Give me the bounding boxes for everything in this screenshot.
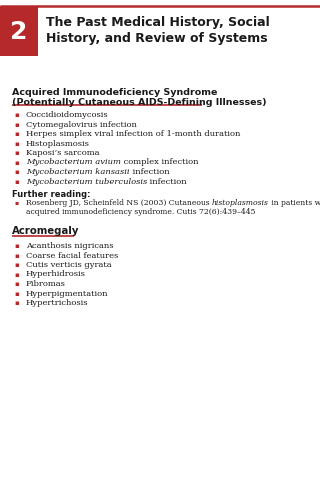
Text: Histoplasmosis: Histoplasmosis [26,139,90,148]
Text: ▪: ▪ [15,300,20,306]
Text: Acromegaly: Acromegaly [12,226,79,236]
Text: Hyperhidrosis: Hyperhidrosis [26,271,86,278]
Text: ▪: ▪ [15,160,20,166]
Text: History, and Review of Systems: History, and Review of Systems [46,32,268,45]
Text: Fibromas: Fibromas [26,280,66,288]
Text: Mycobacterium tuberculosis: Mycobacterium tuberculosis [26,178,147,185]
Text: complex infection: complex infection [121,159,198,167]
Text: Acanthosis nigricans: Acanthosis nigricans [26,242,114,250]
Text: ▪: ▪ [15,281,20,287]
Text: infection: infection [147,178,187,185]
Text: ▪: ▪ [15,141,20,147]
Text: Coccidioidomycosis: Coccidioidomycosis [26,111,108,119]
Text: ▪: ▪ [15,169,20,175]
Text: ▪: ▪ [15,112,20,118]
Text: ▪: ▪ [15,200,19,205]
Text: ▪: ▪ [15,262,20,268]
Text: (Potentially Cutaneous AIDS-Defining Illnesses): (Potentially Cutaneous AIDS-Defining Ill… [12,98,267,107]
Text: ▪: ▪ [15,253,20,259]
Text: Acquired Immunodeficiency Syndrome: Acquired Immunodeficiency Syndrome [12,88,217,97]
Text: acquired immunodeficiency syndrome. Cutis 72(6):439–445: acquired immunodeficiency syndrome. Cuti… [26,207,255,216]
Text: Mycobacterium kansasii: Mycobacterium kansasii [26,168,130,176]
Text: Hyperpigmentation: Hyperpigmentation [26,289,108,297]
Text: Kaposi’s sarcoma: Kaposi’s sarcoma [26,149,100,157]
Text: ▪: ▪ [15,150,20,156]
Text: ▪: ▪ [15,179,20,185]
Text: Further reading:: Further reading: [12,190,91,199]
Text: Cutis verticis gyrata: Cutis verticis gyrata [26,261,112,269]
Text: ▪: ▪ [15,272,20,278]
Text: 2: 2 [10,20,28,44]
Text: Coarse facial features: Coarse facial features [26,251,118,260]
Text: Hypertrichosis: Hypertrichosis [26,299,89,307]
Text: histoplasmosis: histoplasmosis [212,199,269,207]
Text: in patients with: in patients with [269,199,320,207]
FancyBboxPatch shape [0,6,38,56]
Text: Herpes simplex viral infection of 1-month duration: Herpes simplex viral infection of 1-mont… [26,130,240,138]
Text: ▪: ▪ [15,131,20,137]
Text: Cytomegalovirus infection: Cytomegalovirus infection [26,121,137,128]
Text: ▪: ▪ [15,243,20,249]
Text: ▪: ▪ [15,122,20,128]
Text: The Past Medical History, Social: The Past Medical History, Social [46,15,270,28]
Text: ▪: ▪ [15,291,20,297]
Text: infection: infection [130,168,169,176]
Text: Mycobacterium avium: Mycobacterium avium [26,159,121,167]
Text: Rosenberg JD, Scheinfeld NS (2003) Cutaneous: Rosenberg JD, Scheinfeld NS (2003) Cutan… [26,199,212,207]
